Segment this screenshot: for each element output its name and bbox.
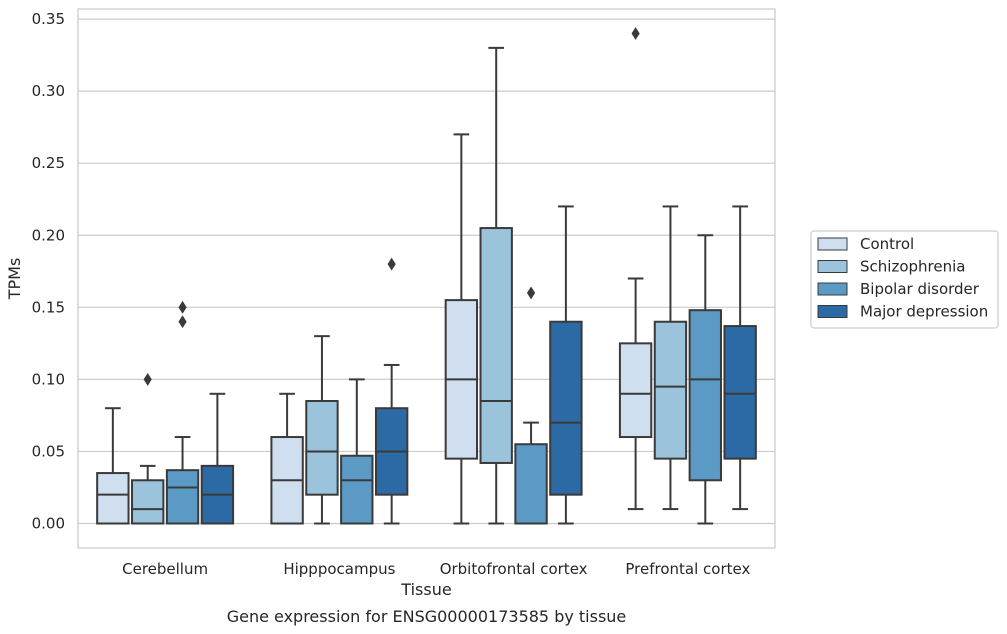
box-iqr: [653, 320, 688, 460]
box-iqr: [165, 469, 200, 525]
flier-point: [178, 315, 187, 329]
y-tick-label: 0.10: [32, 370, 65, 388]
legend-swatch: [817, 282, 848, 296]
box-schizophrenia-3: [653, 205, 688, 511]
legend-label: Major depression: [860, 303, 988, 321]
box-bipolar-disorder-0: [165, 300, 200, 525]
x-tick-label: Cerebellum: [122, 560, 208, 578]
box-iqr: [514, 443, 548, 525]
box-major-depression-2: [549, 205, 583, 525]
legend-swatch: [817, 237, 848, 251]
legend-frame: [810, 230, 999, 329]
box-iqr: [549, 320, 583, 496]
legend: Control Schizophrenia Bipolar disorder Majo…: [810, 230, 999, 329]
flier-point: [143, 372, 152, 386]
box-iqr: [131, 479, 165, 525]
box-iqr: [340, 454, 374, 525]
box-control-2: [444, 133, 479, 525]
gridlines: [78, 18, 775, 525]
y-tick-label: 0.20: [32, 226, 65, 244]
box-bipolar-disorder-2: [514, 286, 548, 525]
y-tick-label: 0.35: [32, 10, 65, 28]
box-control-1: [270, 392, 304, 525]
y-axis-ticks: 0.00 0.05 0.10 0.15 0.20 0.25 0.30 0.35: [32, 10, 65, 532]
box-iqr: [305, 400, 339, 496]
legend-label: Bipolar disorder: [860, 280, 980, 298]
x-axis-ticks: Cerebellum Hipppocampus Orbitofrontal cort…: [122, 560, 750, 578]
y-tick-label: 0.15: [32, 298, 65, 316]
plot-frame: [77, 8, 776, 549]
box-control-3: [618, 27, 653, 511]
box-schizophrenia-0: [131, 372, 165, 525]
plot-area: [96, 27, 757, 525]
legend-swatch: [817, 260, 848, 273]
flier-point: [526, 286, 536, 300]
legend-label: Schizophrenia: [860, 258, 965, 276]
y-tick-label: 0.30: [32, 82, 65, 100]
box-bipolar-disorder-1: [340, 378, 374, 525]
box-iqr: [618, 342, 653, 439]
box-iqr: [688, 309, 722, 482]
legend-swatch: [817, 305, 848, 318]
flier-point: [631, 27, 640, 40]
x-tick-label: Prefrontal cortex: [625, 560, 750, 578]
box-iqr: [723, 325, 757, 460]
flier-point: [178, 300, 187, 314]
y-tick-label: 0.25: [32, 154, 65, 172]
y-tick-label: 0.05: [32, 442, 65, 460]
box-schizophrenia-2: [479, 46, 513, 525]
x-tick-label: Orbitofrontal cortex: [440, 560, 588, 578]
box-major-depression-1: [374, 257, 409, 525]
box-major-depression-3: [723, 205, 757, 511]
y-tick-label: 0.00: [32, 515, 65, 533]
box-schizophrenia-1: [305, 335, 339, 525]
legend-label: Control: [860, 235, 914, 253]
box-iqr: [479, 227, 513, 464]
x-tick-label: Hipppocampus: [283, 560, 395, 578]
box-control-0: [96, 407, 130, 525]
box-bipolar-disorder-3: [688, 234, 722, 525]
box-major-depression-0: [200, 392, 235, 525]
y-axis-label: TPMs: [5, 258, 24, 301]
x-axis-label: Tissue: [400, 580, 451, 599]
box-iqr: [96, 472, 130, 525]
flier-point: [387, 257, 396, 271]
chart-caption: Gene expression for ENSG00000173585 by t…: [227, 607, 627, 626]
